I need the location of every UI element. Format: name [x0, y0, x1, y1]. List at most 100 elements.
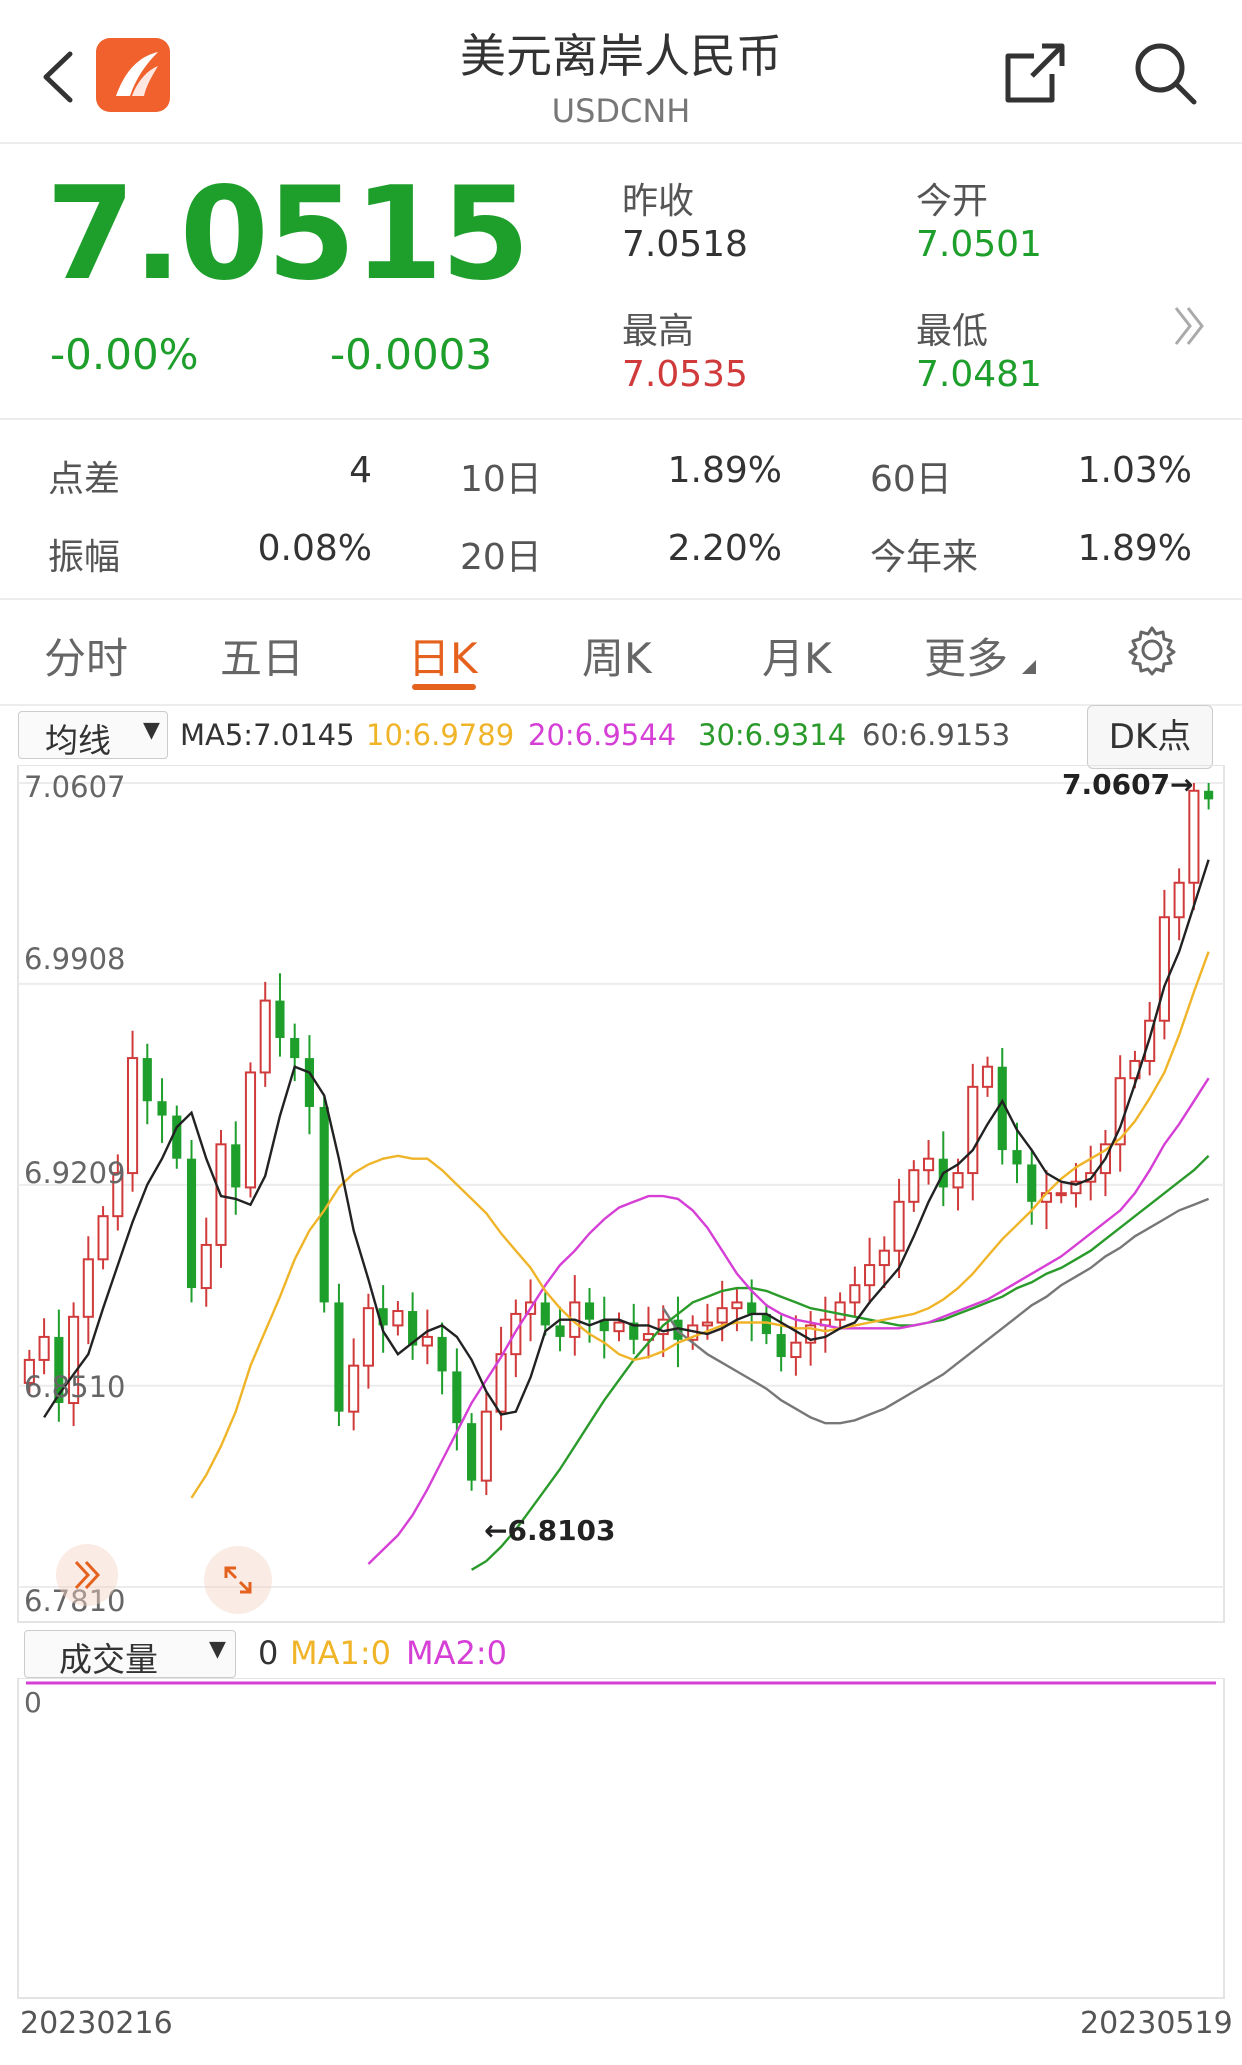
candle — [540, 1292, 550, 1336]
low-value: 7.0481 — [916, 354, 1042, 395]
spread-value: 4 — [349, 450, 372, 491]
candle-body — [613, 1321, 625, 1333]
select-caret-icon: ▼ — [209, 1637, 226, 1662]
double-chevron-right-icon — [74, 1560, 101, 1590]
tab-daily-k[interactable]: 日K — [408, 634, 478, 683]
candle-body — [747, 1302, 757, 1314]
open-value: 7.0501 — [916, 224, 1042, 265]
candle — [378, 1285, 388, 1353]
ytd-value: 1.89% — [1077, 528, 1192, 569]
tab-five-day[interactable]: 五日 — [220, 634, 305, 683]
stats-panel — [0, 418, 1242, 600]
candle-body — [319, 1106, 329, 1303]
tab-intraday[interactable]: 分时 — [44, 634, 129, 683]
share-icon[interactable] — [1002, 40, 1068, 106]
candle-body — [334, 1302, 344, 1412]
tab-more[interactable]: 更多 — [924, 634, 1009, 683]
candle-body — [126, 1057, 139, 1175]
candle-body — [716, 1307, 728, 1324]
candle-body — [981, 1065, 994, 1088]
candle-body — [834, 1301, 846, 1321]
active-tab-indicator — [412, 684, 476, 690]
app-header — [0, 0, 1242, 144]
dk-point-button[interactable]: DK点 — [1087, 705, 1213, 769]
fullscreen-button[interactable] — [204, 1546, 272, 1614]
ma10-line — [190, 951, 1210, 1499]
candle-body — [952, 1172, 964, 1189]
y-tick-label: 6.7810 — [24, 1584, 126, 1618]
ma20-label: 20:6.9544 — [528, 718, 677, 752]
candle — [142, 1043, 152, 1125]
candle — [1012, 1122, 1022, 1184]
quote-panel — [0, 142, 1242, 420]
candle — [304, 1035, 315, 1135]
ytd-label: 今年来 — [870, 537, 979, 578]
candle — [805, 1311, 817, 1366]
app-logo — [96, 38, 170, 112]
candlestick-chart[interactable] — [0, 765, 1242, 1625]
candle — [849, 1266, 861, 1317]
candle-body — [467, 1423, 477, 1481]
x-start-date: 20230216 — [20, 2006, 173, 2041]
candle-body — [290, 1037, 300, 1059]
candle-body — [480, 1410, 492, 1482]
page-title: 美元离岸人民币 — [460, 29, 782, 83]
d20-value: 2.20% — [667, 528, 782, 569]
candle — [1040, 1170, 1053, 1230]
candle — [599, 1296, 609, 1359]
candle-body — [82, 1258, 94, 1318]
search-icon[interactable] — [1132, 40, 1198, 106]
candle-body — [997, 1066, 1007, 1151]
candle — [613, 1312, 625, 1342]
candle — [1055, 1183, 1067, 1204]
tab-weekly-k[interactable]: 周K — [582, 634, 652, 683]
candle-body — [97, 1215, 109, 1261]
candle — [761, 1303, 771, 1345]
candle — [362, 1293, 374, 1389]
select-caret-icon: ▼ — [143, 718, 160, 743]
candle — [938, 1131, 948, 1207]
candle-body — [701, 1321, 714, 1327]
candle — [893, 1178, 905, 1278]
volume-indicator-select[interactable]: 成交量 ▼ — [24, 1630, 236, 1679]
tab-monthly-k[interactable]: 月K — [762, 634, 832, 683]
d20-label: 20日 — [460, 537, 542, 578]
candle — [790, 1315, 802, 1376]
candle — [172, 1105, 182, 1169]
candle — [480, 1392, 492, 1496]
page-subtitle: USDCNH — [551, 92, 691, 130]
candle-body — [452, 1371, 462, 1424]
candle — [38, 1318, 50, 1375]
double-chevron-right-icon[interactable] — [1172, 304, 1206, 348]
y-tick-label: 7.0607 — [24, 770, 126, 804]
candle-body — [1055, 1192, 1067, 1197]
candle-body — [761, 1313, 771, 1335]
candle — [922, 1140, 935, 1185]
candle-body — [54, 1336, 64, 1404]
settings-gear-icon[interactable] — [1126, 624, 1178, 676]
scroll-left-button[interactable] — [56, 1544, 118, 1606]
candle-body — [23, 1358, 35, 1384]
candle — [186, 1140, 197, 1303]
indicator-select[interactable]: 均线 ▼ — [18, 711, 168, 760]
app-logo-icon — [116, 52, 158, 96]
candle-body — [1027, 1164, 1037, 1202]
volume-chart[interactable] — [0, 1678, 1242, 2000]
x-end-date: 20230519 — [1080, 2006, 1233, 2041]
candle — [864, 1237, 876, 1304]
candle-body — [1204, 790, 1214, 800]
back-icon[interactable] — [38, 48, 78, 106]
candle — [555, 1306, 565, 1352]
ma60-line — [662, 1197, 1210, 1425]
candle-body — [275, 1000, 285, 1038]
ma30-line — [470, 1154, 1210, 1571]
spread-label: 点差 — [48, 459, 121, 500]
candle — [629, 1303, 639, 1355]
d60-label: 60日 — [870, 459, 952, 500]
candle-body — [629, 1322, 639, 1340]
candle — [275, 973, 285, 1057]
chart-tabs — [0, 598, 1242, 706]
candle-body — [540, 1302, 550, 1326]
candle — [157, 1078, 167, 1143]
candle — [290, 1023, 300, 1082]
